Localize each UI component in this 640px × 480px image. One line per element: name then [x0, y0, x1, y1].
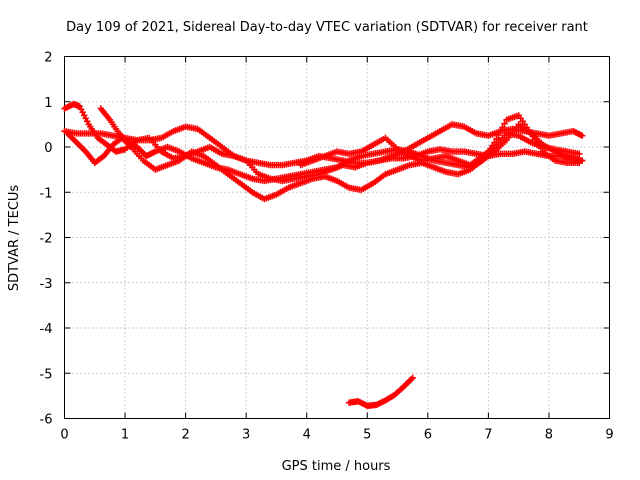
grid — [64, 56, 610, 419]
x-tick-label: 9 — [605, 428, 613, 443]
x-tick-label: 2 — [181, 428, 189, 443]
x-tick-label: 3 — [242, 428, 250, 443]
series-track-b — [61, 121, 586, 169]
y-tick-label: -5 — [40, 367, 53, 382]
y-tick-label: -1 — [40, 186, 53, 201]
chart-title: Day 109 of 2021, Sidereal Day-to-day VTE… — [66, 20, 588, 35]
y-tick-label: -4 — [40, 322, 53, 337]
x-tick-label: 6 — [424, 428, 432, 443]
y-tick-label: -3 — [40, 277, 53, 292]
y-tick-label: 0 — [44, 141, 52, 156]
y-tick-label: -6 — [40, 413, 53, 428]
data-point — [495, 131, 502, 139]
y-tick-label: 2 — [44, 51, 52, 66]
data-point — [409, 374, 416, 381]
plot-frame — [64, 56, 610, 419]
x-tick-label: 0 — [60, 428, 68, 443]
x-tick-label: 4 — [303, 428, 311, 443]
x-tick-label: 1 — [121, 428, 129, 443]
y-axis-label: SDTVAR / TECUs — [7, 185, 22, 292]
series-track-f — [345, 374, 416, 410]
x-tick-label: 7 — [484, 428, 492, 443]
x-axis-label: GPS time / hours — [282, 459, 391, 474]
y-tick-label: -2 — [40, 232, 53, 247]
data-point — [579, 132, 586, 139]
y-tick-label: 1 — [44, 96, 52, 111]
x-tick-label: 5 — [363, 428, 371, 443]
series-track-e — [297, 130, 583, 169]
data-point — [499, 124, 506, 131]
axis-tick-labels: 0 1 2 3 4 5 6 7 8 9 -6 -5 -4 -3 -2 -1 0 1 2 — [40, 51, 614, 443]
x-tick-label: 8 — [545, 428, 553, 443]
data-point — [576, 150, 583, 157]
data-marks — [61, 100, 586, 410]
data-point — [493, 135, 500, 142]
data-point — [497, 127, 504, 135]
data-point — [501, 120, 508, 127]
series-track-c — [64, 112, 583, 203]
